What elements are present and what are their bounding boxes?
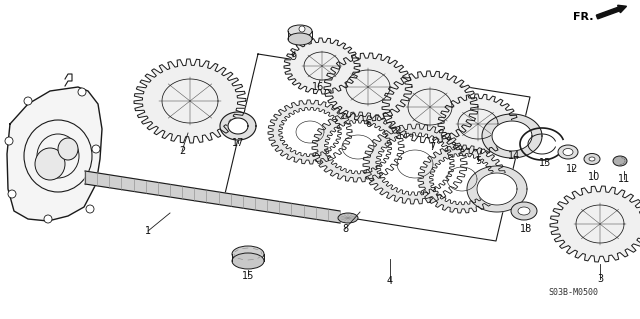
Ellipse shape — [589, 157, 595, 161]
Text: S03B-M0500: S03B-M0500 — [548, 288, 598, 297]
Polygon shape — [7, 87, 102, 221]
Polygon shape — [284, 38, 360, 94]
Polygon shape — [382, 71, 478, 143]
Text: 8: 8 — [342, 224, 348, 234]
Ellipse shape — [518, 207, 530, 215]
Text: 10: 10 — [588, 172, 600, 182]
Ellipse shape — [232, 246, 264, 262]
Ellipse shape — [613, 156, 627, 166]
Text: 4: 4 — [387, 276, 393, 286]
Circle shape — [24, 97, 32, 105]
Polygon shape — [363, 124, 467, 204]
Polygon shape — [324, 120, 392, 174]
Polygon shape — [467, 166, 527, 212]
Text: 2: 2 — [179, 146, 185, 156]
Polygon shape — [429, 153, 495, 205]
Polygon shape — [278, 108, 341, 157]
Text: 16: 16 — [312, 82, 324, 92]
Text: 12: 12 — [566, 164, 578, 174]
Ellipse shape — [288, 33, 312, 45]
Polygon shape — [492, 121, 532, 151]
Circle shape — [5, 137, 13, 145]
Ellipse shape — [35, 148, 65, 180]
Circle shape — [44, 215, 52, 223]
Text: 3: 3 — [597, 274, 603, 284]
Polygon shape — [550, 186, 640, 262]
Polygon shape — [482, 114, 542, 158]
Circle shape — [78, 88, 86, 96]
Ellipse shape — [58, 138, 78, 160]
FancyArrow shape — [596, 5, 627, 19]
Polygon shape — [418, 145, 506, 213]
Ellipse shape — [232, 253, 264, 269]
Polygon shape — [85, 171, 340, 223]
Polygon shape — [220, 112, 256, 140]
Circle shape — [8, 190, 16, 198]
Circle shape — [86, 205, 94, 213]
Circle shape — [299, 26, 305, 32]
Text: 5: 5 — [475, 156, 481, 166]
Ellipse shape — [584, 153, 600, 165]
Ellipse shape — [558, 145, 578, 159]
Text: 6: 6 — [365, 119, 371, 129]
Text: 14: 14 — [508, 151, 520, 161]
Text: 17: 17 — [232, 138, 244, 148]
Polygon shape — [268, 100, 352, 164]
Text: FR.: FR. — [573, 12, 594, 22]
Text: 7: 7 — [429, 142, 435, 152]
Text: 18: 18 — [520, 224, 532, 234]
Polygon shape — [312, 112, 404, 182]
Ellipse shape — [338, 213, 358, 223]
Polygon shape — [438, 94, 518, 154]
Polygon shape — [228, 118, 248, 134]
Text: 11: 11 — [618, 174, 630, 184]
Text: 15: 15 — [242, 271, 254, 281]
Ellipse shape — [288, 25, 312, 37]
Text: 1: 1 — [145, 226, 151, 236]
Circle shape — [92, 145, 100, 153]
Text: 13: 13 — [539, 158, 551, 168]
Polygon shape — [477, 173, 517, 205]
Polygon shape — [376, 133, 454, 195]
Ellipse shape — [511, 202, 537, 220]
Ellipse shape — [563, 149, 573, 155]
Text: 9: 9 — [290, 52, 296, 62]
Polygon shape — [324, 53, 412, 121]
Polygon shape — [134, 59, 246, 143]
